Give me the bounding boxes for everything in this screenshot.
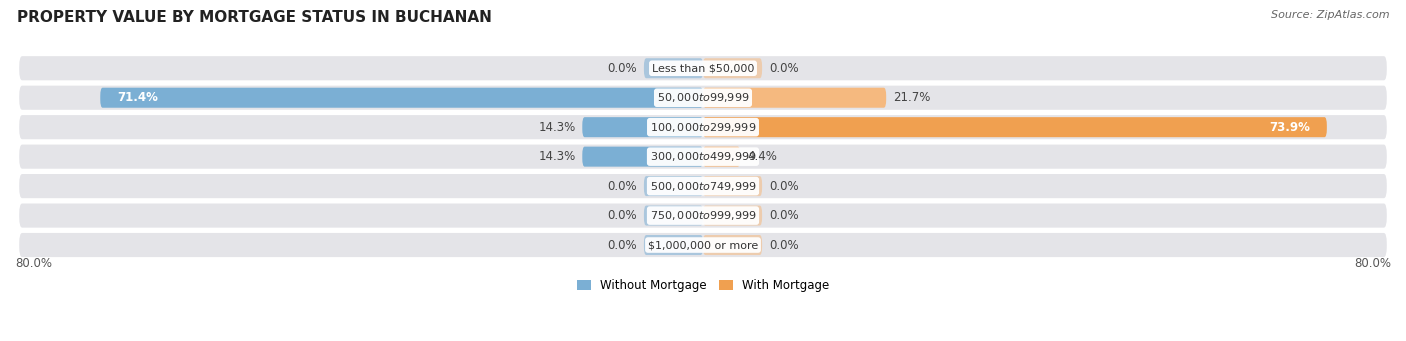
Text: $500,000 to $749,999: $500,000 to $749,999 <box>650 180 756 193</box>
Text: 0.0%: 0.0% <box>769 180 799 193</box>
Text: $50,000 to $99,999: $50,000 to $99,999 <box>657 91 749 104</box>
Text: $300,000 to $499,999: $300,000 to $499,999 <box>650 150 756 163</box>
FancyBboxPatch shape <box>20 233 1386 257</box>
FancyBboxPatch shape <box>703 235 762 255</box>
FancyBboxPatch shape <box>644 206 703 226</box>
FancyBboxPatch shape <box>582 147 703 167</box>
Text: 0.0%: 0.0% <box>607 209 637 222</box>
Text: 80.0%: 80.0% <box>1354 257 1391 270</box>
Text: $750,000 to $999,999: $750,000 to $999,999 <box>650 209 756 222</box>
Text: 0.0%: 0.0% <box>607 180 637 193</box>
FancyBboxPatch shape <box>20 145 1386 169</box>
Text: Source: ZipAtlas.com: Source: ZipAtlas.com <box>1271 10 1389 20</box>
Text: PROPERTY VALUE BY MORTGAGE STATUS IN BUCHANAN: PROPERTY VALUE BY MORTGAGE STATUS IN BUC… <box>17 10 492 25</box>
FancyBboxPatch shape <box>20 86 1386 110</box>
Text: 80.0%: 80.0% <box>15 257 52 270</box>
Text: 21.7%: 21.7% <box>893 91 931 104</box>
Text: 0.0%: 0.0% <box>769 62 799 75</box>
FancyBboxPatch shape <box>644 235 703 255</box>
Text: 0.0%: 0.0% <box>607 238 637 252</box>
Text: 14.3%: 14.3% <box>538 150 575 163</box>
FancyBboxPatch shape <box>644 176 703 196</box>
FancyBboxPatch shape <box>100 88 703 108</box>
Text: 73.9%: 73.9% <box>1270 121 1310 134</box>
Text: 71.4%: 71.4% <box>117 91 157 104</box>
Text: $1,000,000 or more: $1,000,000 or more <box>648 240 758 250</box>
FancyBboxPatch shape <box>582 117 703 137</box>
Text: $100,000 to $299,999: $100,000 to $299,999 <box>650 121 756 134</box>
FancyBboxPatch shape <box>644 58 703 78</box>
Text: 4.4%: 4.4% <box>747 150 776 163</box>
Legend: Without Mortgage, With Mortgage: Without Mortgage, With Mortgage <box>572 275 834 297</box>
FancyBboxPatch shape <box>703 117 1327 137</box>
FancyBboxPatch shape <box>703 88 886 108</box>
FancyBboxPatch shape <box>20 174 1386 198</box>
FancyBboxPatch shape <box>703 206 762 226</box>
FancyBboxPatch shape <box>703 147 740 167</box>
FancyBboxPatch shape <box>703 176 762 196</box>
FancyBboxPatch shape <box>703 58 762 78</box>
FancyBboxPatch shape <box>20 204 1386 228</box>
Text: 0.0%: 0.0% <box>769 209 799 222</box>
Text: 14.3%: 14.3% <box>538 121 575 134</box>
Text: Less than $50,000: Less than $50,000 <box>652 63 754 73</box>
FancyBboxPatch shape <box>20 115 1386 139</box>
FancyBboxPatch shape <box>20 56 1386 80</box>
Text: 0.0%: 0.0% <box>769 238 799 252</box>
Text: 0.0%: 0.0% <box>607 62 637 75</box>
